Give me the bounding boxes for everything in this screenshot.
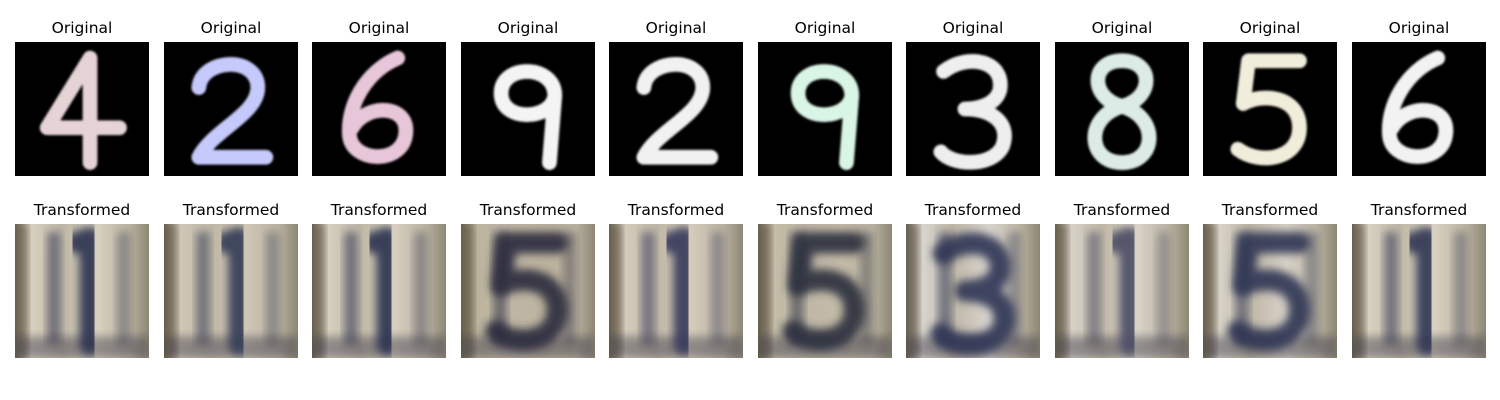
subplot-title: Original xyxy=(51,19,113,37)
digit-stroke xyxy=(39,50,127,170)
subplot-title: Transformed xyxy=(182,201,280,219)
mnist-digit-image xyxy=(1055,42,1189,176)
digit-stroke xyxy=(1105,226,1141,356)
digit-stroke xyxy=(933,54,1012,170)
subplot-title: Original xyxy=(1091,19,1153,37)
svhn-digit-image xyxy=(1352,224,1486,358)
svhn-digit-image xyxy=(15,224,149,358)
svhn-digit-image xyxy=(609,224,743,358)
subplot-title: Original xyxy=(200,19,262,37)
subplot-title: Transformed xyxy=(776,201,874,219)
svhn-digit-image xyxy=(906,224,1040,358)
digit-stroke xyxy=(1230,53,1307,166)
digit-stroke xyxy=(1087,53,1157,170)
digit-stroke xyxy=(65,226,101,356)
digit-stroke xyxy=(659,226,695,356)
digit-stroke xyxy=(214,226,250,356)
digit-stroke xyxy=(636,57,719,165)
mnist-digit-image xyxy=(609,42,743,176)
mnist-digit-image xyxy=(1352,42,1486,176)
digit-stroke xyxy=(341,50,414,164)
digit-stroke xyxy=(1381,50,1454,164)
subplot-title: Transformed xyxy=(1370,201,1468,219)
mnist-digit-image xyxy=(312,42,446,176)
subplot-title: Transformed xyxy=(479,201,577,219)
subplot-title: Transformed xyxy=(330,201,428,219)
subplot-title: Original xyxy=(348,19,410,37)
digit-stroke xyxy=(191,57,274,165)
subplot-title: Original xyxy=(645,19,707,37)
subplot-title: Transformed xyxy=(924,201,1022,219)
digit-stroke xyxy=(930,232,1016,355)
svhn-digit-image xyxy=(758,224,892,358)
digit-stroke xyxy=(362,226,398,356)
svhn-digit-image xyxy=(1203,224,1337,358)
subplot-title: Transformed xyxy=(33,201,131,219)
subplot-title: Original xyxy=(942,19,1004,37)
svhn-digit-image xyxy=(312,224,446,358)
mnist-digit-image xyxy=(164,42,298,176)
digit-stroke xyxy=(782,232,866,351)
digit-stroke xyxy=(1402,226,1438,356)
digit-stroke xyxy=(493,64,563,170)
mnist-digit-image xyxy=(15,42,149,176)
subplot-title: Original xyxy=(497,19,559,37)
svhn-digit-image xyxy=(461,224,595,358)
mnist-digit-image xyxy=(1203,42,1337,176)
subplot-title: Original xyxy=(794,19,856,37)
digit-stroke xyxy=(790,64,860,170)
subplot-title: Transformed xyxy=(1073,201,1171,219)
mnist-digit-image xyxy=(461,42,595,176)
digit-stroke xyxy=(485,232,569,351)
subplot-title: Transformed xyxy=(1221,201,1319,219)
subplot-title: Original xyxy=(1239,19,1301,37)
digit-stroke xyxy=(1227,232,1311,351)
subplot-title: Transformed xyxy=(627,201,725,219)
svhn-digit-image xyxy=(1055,224,1189,358)
svhn-digit-image xyxy=(164,224,298,358)
subplot-title: Original xyxy=(1388,19,1450,37)
mnist-digit-image xyxy=(906,42,1040,176)
mnist-digit-image xyxy=(758,42,892,176)
